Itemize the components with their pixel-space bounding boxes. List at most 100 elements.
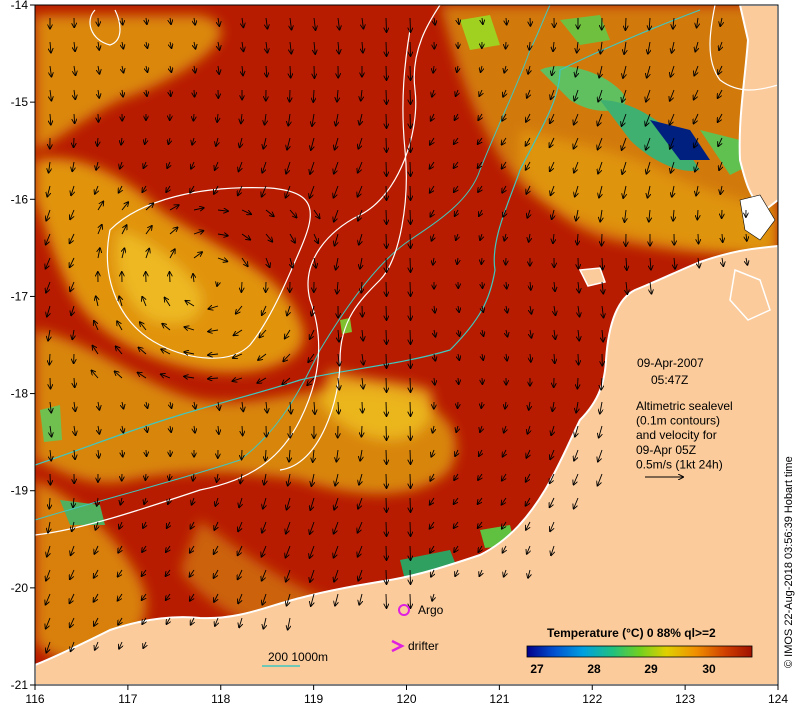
velocity-arrow <box>410 89 411 104</box>
velocity-arrow <box>311 593 314 606</box>
velocity-arrow <box>194 17 195 25</box>
velocity-arrow <box>410 401 411 416</box>
velocity-arrow <box>386 593 387 608</box>
velocity-arrow <box>310 521 315 534</box>
velocity-arrow <box>577 233 578 245</box>
velocity-arrow <box>122 41 123 49</box>
velocity-arrow <box>530 281 531 290</box>
velocity-arrow <box>670 137 675 149</box>
velocity-arrow <box>503 209 506 217</box>
velocity-arrow <box>97 137 98 146</box>
velocity-arrow <box>142 545 146 552</box>
velocity-arrow <box>386 401 387 416</box>
velocity-arrow <box>232 378 243 381</box>
velocity-arrow <box>458 305 459 312</box>
velocity-arrow <box>46 617 51 629</box>
velocity-arrow <box>553 41 554 51</box>
velocity-arrow <box>622 113 627 126</box>
velocity-arrow <box>46 593 51 605</box>
velocity-arrow <box>97 497 98 506</box>
velocity-arrow <box>506 305 507 313</box>
velocity-arrow <box>386 257 387 272</box>
velocity-arrow <box>242 401 243 411</box>
velocity-arrow <box>167 521 170 528</box>
velocity-arrow <box>242 65 243 75</box>
lat-tick-label: -19 <box>11 484 29 498</box>
velocity-arrow <box>288 113 290 126</box>
velocity-arrow <box>694 137 699 148</box>
velocity-arrows <box>46 17 748 653</box>
velocity-arrow <box>121 225 127 235</box>
lon-tick-label: 121 <box>489 692 509 706</box>
velocity-arrow <box>505 401 506 409</box>
velocity-arrow <box>166 569 171 576</box>
lon-tick-label: 123 <box>675 692 695 706</box>
lat-tick-label: -17 <box>11 289 29 303</box>
velocity-arrow <box>47 305 50 317</box>
velocity-arrow <box>50 425 51 437</box>
velocity-arrow <box>598 113 603 126</box>
velocity-arrow <box>432 593 434 601</box>
velocity-arrow <box>120 497 122 505</box>
velocity-arrow <box>91 370 99 379</box>
colorbar <box>526 645 753 658</box>
velocity-arrow <box>746 257 747 265</box>
velocity-arrow <box>574 497 579 509</box>
velocity-arrow <box>335 233 339 246</box>
velocity-arrow <box>553 233 554 243</box>
velocity-arrow <box>286 161 291 174</box>
velocity-arrow <box>46 209 51 221</box>
velocity-arrow <box>334 545 339 558</box>
velocity-arrow <box>215 161 218 170</box>
velocity-arrow <box>672 41 674 53</box>
velocity-arrow <box>238 185 243 195</box>
velocity-arrow <box>358 137 363 149</box>
velocity-arrow <box>121 137 122 145</box>
velocity-arrow <box>602 281 603 294</box>
velocity-arrow <box>266 401 267 413</box>
velocity-arrow <box>286 569 291 582</box>
velocity-arrow <box>359 113 362 125</box>
velocity-arrow <box>192 137 194 145</box>
velocity-arrow <box>720 17 722 26</box>
velocity-arrow <box>74 401 75 411</box>
lat-tick-label: -15 <box>11 95 29 109</box>
velocity-arrow <box>432 89 434 97</box>
velocity-arrow <box>74 113 75 123</box>
velocity-arrow <box>142 569 146 576</box>
time-label: 05:47Z <box>651 373 688 387</box>
colorbar-ticks: 27 28 29 30 <box>530 662 716 676</box>
velocity-arrow <box>74 449 75 459</box>
velocity-arrow <box>92 346 99 355</box>
velocity-arrow <box>218 401 219 410</box>
velocity-arrow <box>97 202 103 211</box>
velocity-arrow <box>433 257 434 265</box>
velocity-arrow <box>288 617 290 630</box>
velocity-arrow <box>386 89 387 104</box>
velocity-arrow <box>718 65 722 74</box>
velocity-arrow <box>194 41 195 49</box>
velocity-arrow <box>526 185 530 194</box>
velocity-arrow <box>118 593 123 601</box>
velocity-arrow <box>647 65 650 78</box>
velocity-arrow <box>526 449 530 458</box>
velocity-arrow <box>190 521 194 529</box>
velocity-arrow <box>290 17 291 30</box>
velocity-arrow <box>360 257 362 269</box>
velocity-arrow <box>502 161 507 169</box>
velocity-arrow <box>434 17 435 25</box>
velocity-arrow <box>262 185 267 197</box>
velocity-arrow <box>170 41 171 48</box>
velocity-arrow <box>166 545 170 552</box>
lat-tick-label: -18 <box>11 387 29 401</box>
velocity-arrow <box>241 257 248 266</box>
velocity-arrow <box>506 329 507 337</box>
velocity-arrow <box>719 41 722 50</box>
velocity-arrow <box>386 329 387 344</box>
velocity-arrow <box>122 65 123 73</box>
velocity-arrow <box>551 425 554 435</box>
info-line: 09-Apr 05Z <box>636 443 696 457</box>
velocity-arrow <box>410 281 411 296</box>
velocity-arrow <box>574 161 579 173</box>
velocity-arrow <box>239 617 242 627</box>
